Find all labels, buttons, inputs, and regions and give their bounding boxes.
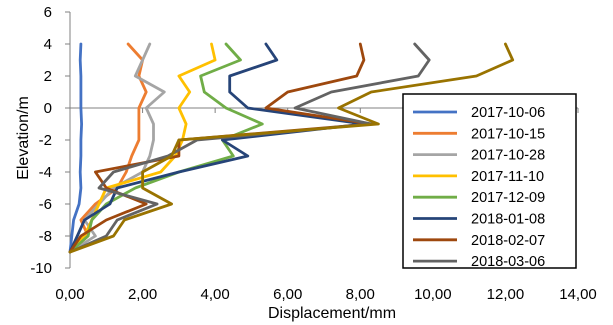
series-line — [68, 42, 264, 254]
series-layer — [68, 42, 515, 254]
legend-label: 2018-03-06 — [471, 254, 545, 270]
legend-label: 2018-02-07 — [471, 233, 545, 249]
y-tick-label: -10 — [30, 260, 52, 277]
legend-label: 2017-12-09 — [471, 190, 545, 206]
series-line — [68, 42, 431, 254]
y-tick-label: -8 — [39, 228, 52, 245]
x-tick-label: 0,00 — [55, 286, 84, 303]
legend-label: 2018-01-08 — [471, 212, 545, 228]
x-tick-label: 8,00 — [346, 286, 375, 303]
y-tick-label: -4 — [39, 164, 52, 181]
x-tick-label: 10,00 — [414, 286, 452, 303]
y-axis-title: Elevation/m — [15, 96, 32, 180]
y-tick-label: -6 — [39, 196, 52, 213]
x-tick-label: 12,00 — [487, 286, 525, 303]
x-axis-title: Displacement/mm — [268, 305, 396, 322]
legend: 2017-10-06 2017-10-15 2017-10-28 2017-11-10… — [402, 93, 577, 270]
series-line — [68, 42, 366, 254]
legend-label: 2017-10-06 — [471, 105, 545, 121]
legend-label: 2017-10-28 — [471, 148, 545, 164]
x-tick-label: 4,00 — [201, 286, 230, 303]
y-tick-label: 2 — [44, 68, 52, 85]
series-line — [68, 42, 373, 254]
legend-label: 2017-11-10 — [471, 169, 544, 185]
y-tick-label: -2 — [39, 132, 52, 149]
x-tick-label: 6,00 — [273, 286, 302, 303]
y-tick-label: 4 — [44, 36, 52, 53]
tick-labels: -10 -8 -6 -4 -2 0 2 4 6 0,00 2,00 4,00 6,00 8,00 10,00… — [30, 4, 596, 303]
x-tick-label: 2,00 — [128, 286, 157, 303]
y-tick-label: 6 — [44, 4, 52, 21]
x-tick-label: 14,00 — [559, 286, 597, 303]
legend-label: 2017-10-15 — [471, 126, 545, 142]
series-line — [68, 42, 83, 254]
y-tick-label: 0 — [44, 100, 52, 117]
series-line — [68, 42, 515, 254]
